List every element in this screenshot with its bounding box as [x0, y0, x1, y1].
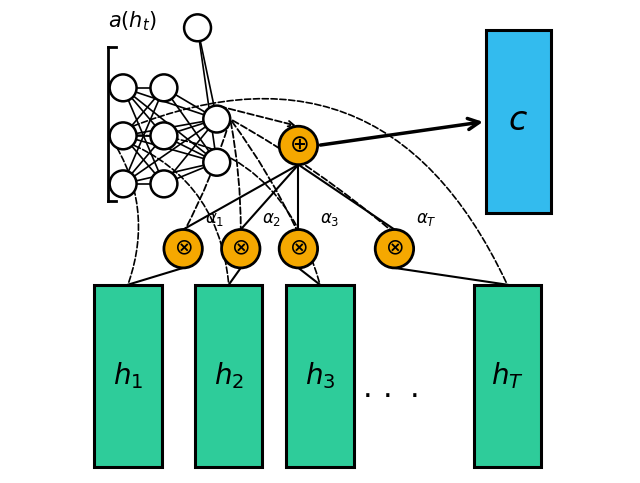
- Circle shape: [164, 229, 202, 268]
- Circle shape: [279, 126, 317, 165]
- Text: $h_{2}$: $h_{2}$: [214, 361, 244, 391]
- Circle shape: [184, 14, 211, 41]
- Text: $h_{T}$: $h_{T}$: [491, 361, 524, 391]
- Circle shape: [150, 74, 177, 101]
- Circle shape: [375, 229, 413, 268]
- Circle shape: [109, 170, 136, 198]
- Circle shape: [204, 149, 230, 176]
- FancyBboxPatch shape: [195, 284, 262, 467]
- Circle shape: [221, 229, 260, 268]
- Text: $\otimes$: $\otimes$: [174, 239, 193, 259]
- Text: $\alpha_T$: $\alpha_T$: [416, 211, 437, 228]
- Text: $c$: $c$: [508, 105, 528, 138]
- Text: $\alpha_2$: $\alpha_2$: [262, 211, 282, 228]
- FancyBboxPatch shape: [474, 284, 541, 467]
- Text: $\alpha_3$: $\alpha_3$: [320, 211, 339, 228]
- Circle shape: [109, 74, 136, 101]
- Text: $h_{3}$: $h_{3}$: [305, 361, 335, 391]
- FancyBboxPatch shape: [486, 30, 550, 213]
- Text: $\cdot\,\cdot\,\cdot$: $\cdot\,\cdot\,\cdot$: [362, 381, 417, 410]
- FancyBboxPatch shape: [286, 284, 354, 467]
- FancyBboxPatch shape: [94, 284, 161, 467]
- Text: $a(h_t)$: $a(h_t)$: [108, 9, 157, 33]
- Text: $\oplus$: $\oplus$: [289, 133, 308, 157]
- Circle shape: [150, 170, 177, 198]
- Text: $\otimes$: $\otimes$: [232, 239, 250, 259]
- Circle shape: [204, 106, 230, 132]
- Circle shape: [109, 122, 136, 149]
- Text: $\otimes$: $\otimes$: [385, 239, 404, 259]
- Circle shape: [279, 229, 317, 268]
- Circle shape: [150, 122, 177, 149]
- Text: $h_{1}$: $h_{1}$: [113, 361, 143, 391]
- Text: $\alpha_1$: $\alpha_1$: [205, 211, 224, 228]
- Text: $\otimes$: $\otimes$: [289, 239, 308, 259]
